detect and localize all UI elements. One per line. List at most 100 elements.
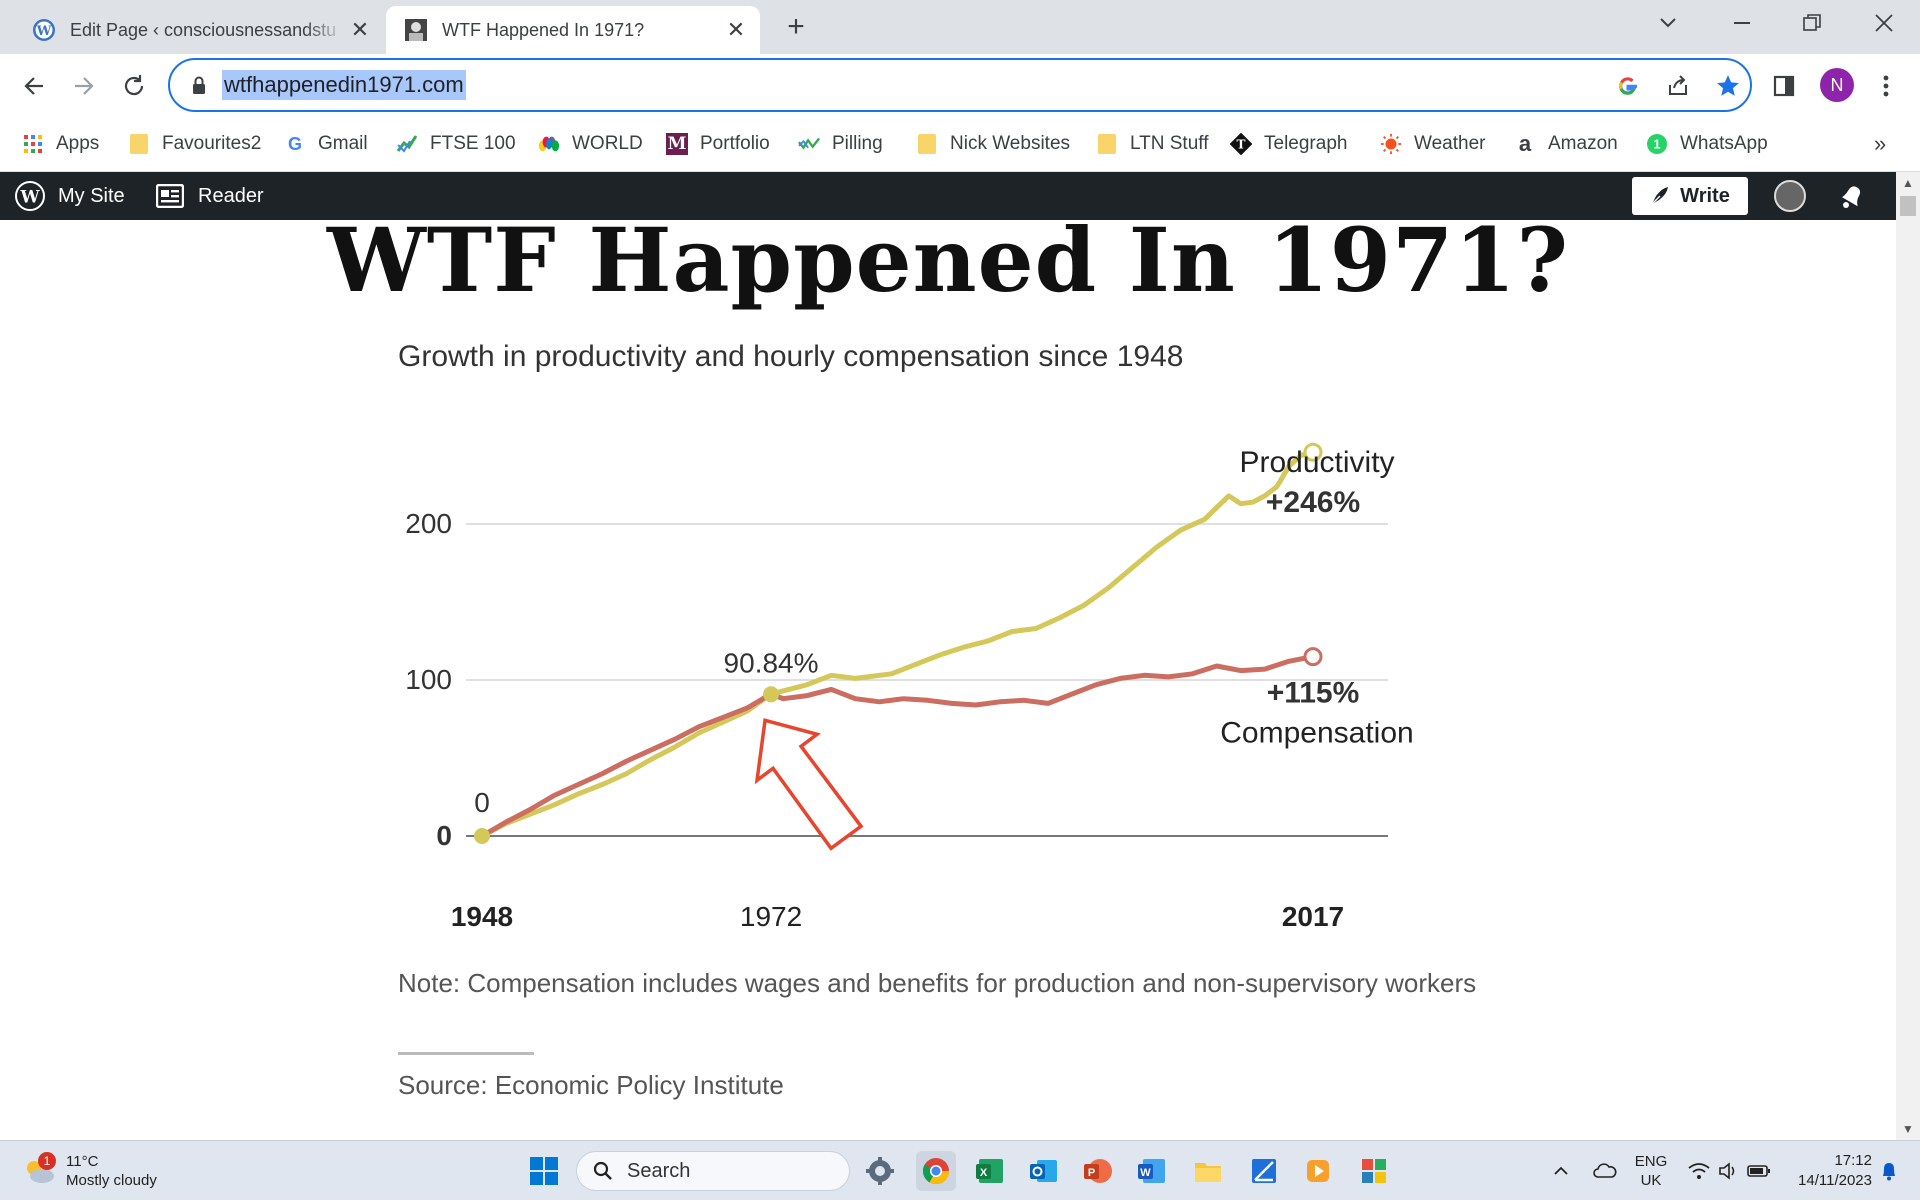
scroll-thumb[interactable] xyxy=(1900,196,1916,216)
restore-icon[interactable] xyxy=(1786,0,1838,46)
share-icon[interactable] xyxy=(1664,72,1692,100)
excel-icon[interactable]: X xyxy=(970,1151,1010,1191)
user-avatar[interactable] xyxy=(1774,180,1806,212)
chart-icon xyxy=(396,133,418,155)
paint-icon[interactable] xyxy=(1354,1151,1394,1191)
back-icon[interactable] xyxy=(16,68,52,104)
m-icon: M xyxy=(666,133,688,155)
bookmark-whatsapp[interactable]: 1 WhatsApp xyxy=(1646,128,1768,160)
language-indicator[interactable]: ENG UK xyxy=(1628,1141,1674,1201)
cloud-sun-icon: 1 xyxy=(22,1152,56,1186)
google-lens-icon[interactable] xyxy=(1614,72,1642,100)
svg-text:W: W xyxy=(19,188,40,208)
address-bar[interactable]: wtfhappenedin1971.com xyxy=(168,58,1752,112)
notification-bell-icon[interactable] xyxy=(1874,1141,1904,1201)
my-site-button[interactable]: W My Site xyxy=(14,180,125,212)
clock-date: 14/11/2023 xyxy=(1798,1172,1872,1189)
minimize-icon[interactable] xyxy=(1716,0,1768,46)
folder-icon xyxy=(916,133,938,155)
show-hidden-icons-icon[interactable] xyxy=(1548,1141,1574,1201)
media-player-icon[interactable] xyxy=(1298,1151,1338,1191)
chart-title: Growth in productivity and hourly compen… xyxy=(398,340,1184,373)
tab-strip: W Edit Page ‹ consciousnessandstu ✕ WTF … xyxy=(0,0,1920,54)
series-name-label: Compensation xyxy=(1220,717,1413,750)
file-explorer-icon[interactable] xyxy=(1188,1151,1228,1191)
x-tick-label: 1972 xyxy=(740,901,802,932)
svg-text:W: W xyxy=(36,24,52,39)
folder-icon xyxy=(128,133,150,155)
url-text[interactable]: wtfhappenedin1971.com xyxy=(222,70,466,100)
vertical-scrollbar[interactable]: ▲ ▼ xyxy=(1896,172,1920,1140)
bookmark-ltn-stuff[interactable]: LTN Stuff xyxy=(1096,128,1209,160)
series-end-marker xyxy=(1303,442,1323,462)
bookmark-label: LTN Stuff xyxy=(1130,133,1209,154)
new-tab-icon[interactable]: + xyxy=(787,10,805,43)
profile-avatar[interactable]: N xyxy=(1820,68,1854,102)
bookmark-world[interactable]: WORLD xyxy=(538,128,643,160)
close-tab-icon[interactable]: ✕ xyxy=(726,17,746,42)
lock-icon[interactable] xyxy=(188,74,210,96)
bookmark-label: Nick Websites xyxy=(950,133,1071,154)
taskbar-search-box[interactable]: Search xyxy=(576,1151,850,1191)
svg-text:W: W xyxy=(1140,1167,1151,1179)
tab-title: WTF Happened In 1971? xyxy=(442,19,645,40)
volume-icon[interactable] xyxy=(1714,1141,1744,1201)
close-tab-icon[interactable]: ✕ xyxy=(350,17,370,42)
windows-start-icon[interactable] xyxy=(524,1151,564,1191)
bookmark-star-icon[interactable] xyxy=(1714,72,1742,100)
y-tick-label: 0 xyxy=(436,820,452,851)
snipping-tool-icon[interactable] xyxy=(1244,1151,1284,1191)
reader-icon xyxy=(156,184,184,208)
close-window-icon[interactable] xyxy=(1858,0,1910,46)
bookmark-portfolio[interactable]: M Portfolio xyxy=(666,128,770,160)
bookmark-apps[interactable]: Apps xyxy=(22,128,99,160)
annotation-arrow xyxy=(754,718,864,851)
series-value-label: +115% xyxy=(1267,677,1360,710)
bookmarks-overflow-button[interactable]: » xyxy=(1874,131,1887,156)
side-panel-icon[interactable] xyxy=(1766,68,1802,104)
battery-icon[interactable] xyxy=(1744,1141,1774,1201)
bookmark-telegraph[interactable]: T Telegraph xyxy=(1230,128,1347,160)
settings-icon[interactable] xyxy=(860,1151,900,1191)
pen-icon xyxy=(1650,186,1670,206)
series-line-compensation xyxy=(479,654,1316,839)
bookmark-pilling[interactable]: Pilling xyxy=(798,128,883,160)
bookmark-gmail[interactable]: G Gmail xyxy=(284,128,368,160)
clock[interactable]: 17:12 14/11/2023 xyxy=(1782,1141,1872,1201)
weather-widget[interactable]: 1 11°C Mostly cloudy xyxy=(22,1149,157,1193)
scroll-up-arrow-icon[interactable]: ▲ xyxy=(1902,176,1914,190)
my-site-label: My Site xyxy=(58,184,125,207)
bookmark-weather[interactable]: Weather xyxy=(1380,128,1485,160)
forward-icon[interactable] xyxy=(66,68,102,104)
reload-icon[interactable] xyxy=(116,68,152,104)
search-placeholder: Search xyxy=(627,1159,691,1182)
bookmark-ftse-100[interactable]: FTSE 100 xyxy=(396,128,516,160)
tab-edit-page[interactable]: W Edit Page ‹ consciousnessandstu ✕ xyxy=(14,6,384,54)
annotation-point xyxy=(763,686,780,703)
tab-wtf-happened[interactable]: WTF Happened In 1971? ✕ xyxy=(386,6,760,54)
scroll-down-arrow-icon[interactable]: ▼ xyxy=(1902,1122,1914,1136)
bookmark-amazon[interactable]: a Amazon xyxy=(1514,128,1618,160)
chart-source: Source: Economic Policy Institute xyxy=(398,1070,784,1100)
notifications-bell-icon[interactable] xyxy=(1836,180,1868,212)
telegraph-icon: T xyxy=(1230,133,1252,155)
outlook-icon[interactable] xyxy=(1024,1151,1064,1191)
onedrive-cloud-icon[interactable] xyxy=(1588,1141,1622,1201)
write-button[interactable]: Write xyxy=(1632,177,1748,215)
bookmark-favourites2[interactable]: Favourites2 xyxy=(128,128,261,160)
chrome-icon[interactable] xyxy=(916,1151,956,1191)
language-code: ENG xyxy=(1634,1153,1668,1170)
tab-search-icon[interactable] xyxy=(1642,0,1694,46)
wifi-icon[interactable] xyxy=(1684,1141,1714,1201)
bookmark-label: WORLD xyxy=(572,133,643,154)
reader-button[interactable]: Reader xyxy=(156,180,264,212)
wordpress-icon: W xyxy=(32,18,56,42)
word-icon[interactable]: W xyxy=(1132,1151,1172,1191)
bookmark-nick-websites[interactable]: Nick Websites xyxy=(916,128,1070,160)
tab-title: Edit Page ‹ consciousnessandstu xyxy=(70,19,337,40)
bookmark-label: Amazon xyxy=(1548,133,1618,154)
powerpoint-icon[interactable]: P xyxy=(1078,1151,1118,1191)
bookmark-label: Apps xyxy=(56,133,100,154)
menu-kebab-icon[interactable] xyxy=(1868,68,1904,104)
chart-note: Note: Compensation includes wages and be… xyxy=(398,968,1477,998)
